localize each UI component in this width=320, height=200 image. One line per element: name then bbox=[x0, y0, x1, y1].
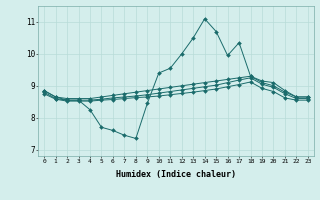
X-axis label: Humidex (Indice chaleur): Humidex (Indice chaleur) bbox=[116, 170, 236, 179]
